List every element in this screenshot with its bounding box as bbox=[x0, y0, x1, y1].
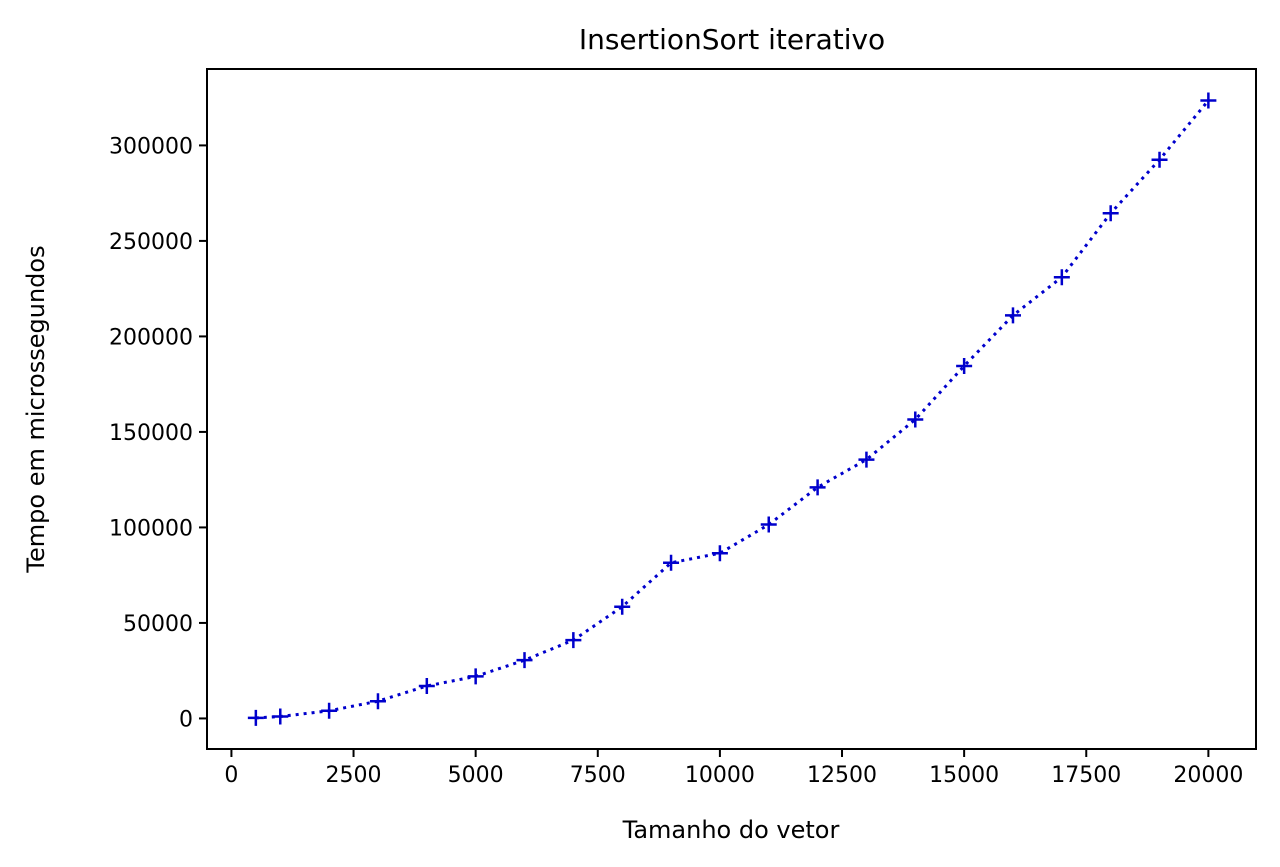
y-tick-label: 150000 bbox=[109, 421, 193, 446]
data-point bbox=[418, 677, 435, 694]
y-tick-label: 250000 bbox=[109, 230, 193, 255]
data-point bbox=[809, 479, 826, 496]
data-point bbox=[565, 632, 582, 649]
axes-frame bbox=[206, 68, 1257, 750]
x-axis-label: Tamanho do vetor bbox=[622, 816, 840, 844]
series-line bbox=[255, 99, 1210, 720]
data-point bbox=[711, 545, 728, 562]
data-point bbox=[369, 693, 386, 710]
data-point bbox=[614, 598, 631, 615]
data-point bbox=[1200, 92, 1217, 109]
data-point bbox=[1102, 205, 1119, 222]
x-tick-label: 10000 bbox=[685, 763, 755, 788]
y-axis-label: Tempo em microssegundos bbox=[22, 245, 50, 573]
data-point bbox=[907, 411, 924, 428]
data-point bbox=[1004, 307, 1021, 324]
x-tick-label: 7500 bbox=[570, 763, 626, 788]
x-tick-label: 0 bbox=[224, 763, 238, 788]
data-point bbox=[663, 554, 680, 571]
data-point bbox=[858, 451, 875, 468]
x-tick-label: 17500 bbox=[1051, 763, 1121, 788]
data-point bbox=[516, 652, 533, 669]
data-point bbox=[956, 358, 973, 375]
data-point bbox=[1151, 151, 1168, 168]
y-tick-label: 300000 bbox=[109, 134, 193, 159]
data-point bbox=[1053, 269, 1070, 286]
y-tick-label: 50000 bbox=[123, 612, 193, 637]
x-tick-label: 2500 bbox=[326, 763, 382, 788]
x-tick-label: 20000 bbox=[1173, 763, 1243, 788]
data-point bbox=[321, 702, 338, 719]
x-tick-label: 5000 bbox=[448, 763, 504, 788]
y-tick-label: 100000 bbox=[109, 516, 193, 541]
x-tick-label: 12500 bbox=[807, 763, 877, 788]
plot-area bbox=[247, 92, 1217, 726]
y-tick-label: 0 bbox=[179, 707, 193, 732]
data-point bbox=[760, 516, 777, 533]
chart-title: InsertionSort iterativo bbox=[579, 23, 885, 56]
data-point bbox=[467, 668, 484, 685]
y-tick-label: 200000 bbox=[109, 325, 193, 350]
data-point bbox=[247, 709, 264, 726]
x-tick-label: 15000 bbox=[929, 763, 999, 788]
data-point bbox=[272, 708, 289, 725]
y-axis: 0 50000 100000 150000 200000 250000 300000 bbox=[109, 134, 207, 732]
x-axis: 0 2500 5000 7500 10000 12500 15000 17500 20000 bbox=[224, 749, 1243, 788]
